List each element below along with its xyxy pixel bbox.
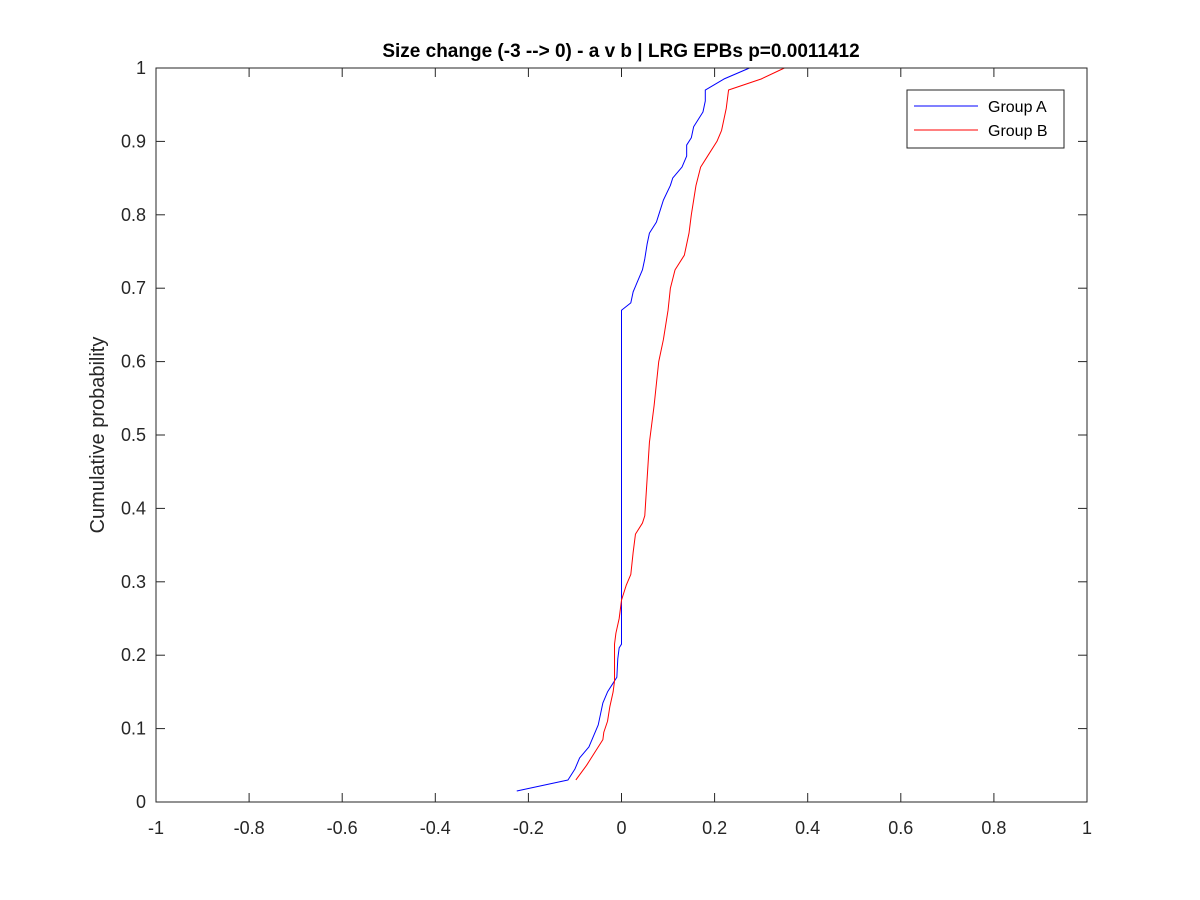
y-tick-label: 0.1: [121, 719, 146, 739]
tick-layer: -1 -0.8 -0.6 -0.4 -0.2 0 0.2 0.4 0.6 0.8 1 0 0.1 0.2 0…: [121, 58, 1092, 838]
x-tick-label: 0.4: [795, 818, 820, 838]
y-tick-label: 0.9: [121, 131, 146, 151]
x-tick-label: 0.6: [888, 818, 913, 838]
legend-items: Group A Group B: [914, 99, 1048, 140]
x-tick-label: -1: [148, 818, 164, 838]
x-tick-label: 0: [616, 818, 626, 838]
x-tick-label: -0.4: [420, 818, 451, 838]
y-tick-label: 0: [136, 792, 146, 812]
y-tick-label: 0.2: [121, 645, 146, 665]
x-tick-label: 0.8: [981, 818, 1006, 838]
x-tick-label: -0.8: [234, 818, 265, 838]
legend[interactable]: Group A Group B: [906, 89, 1065, 149]
y-axis-label: Cumulative probability: [87, 337, 109, 534]
y-tick-label: 1: [136, 58, 146, 78]
plot-area: -1 -0.8 -0.6 -0.4 -0.2 0 0.2 0.4 0.6 0.8 1 0 0.1 0.2 0…: [121, 58, 1092, 838]
x-tick-label: 0.2: [702, 818, 727, 838]
legend-label: Group A: [988, 99, 1047, 116]
series-layer: [516, 67, 785, 792]
y-tick-label: 0.7: [121, 278, 146, 298]
y-tick-label: 0.3: [121, 572, 146, 592]
series-line-group-b: [575, 67, 785, 781]
y-tick-label: 0.4: [121, 498, 146, 518]
y-tick-label: 0.6: [121, 352, 146, 372]
chart-title: Size change (-3 --> 0) - a v b | LRG EPB…: [382, 41, 859, 62]
legend-box: [906, 89, 1065, 149]
x-tick-label: -0.2: [513, 818, 544, 838]
x-tick-label: 1: [1082, 818, 1092, 838]
y-tick-label: 0.8: [121, 205, 146, 225]
series-line-group-a: [516, 67, 750, 792]
y-tick-label: 0.5: [121, 425, 146, 445]
x-tick-label: -0.6: [327, 818, 358, 838]
legend-label: Group B: [988, 123, 1048, 140]
